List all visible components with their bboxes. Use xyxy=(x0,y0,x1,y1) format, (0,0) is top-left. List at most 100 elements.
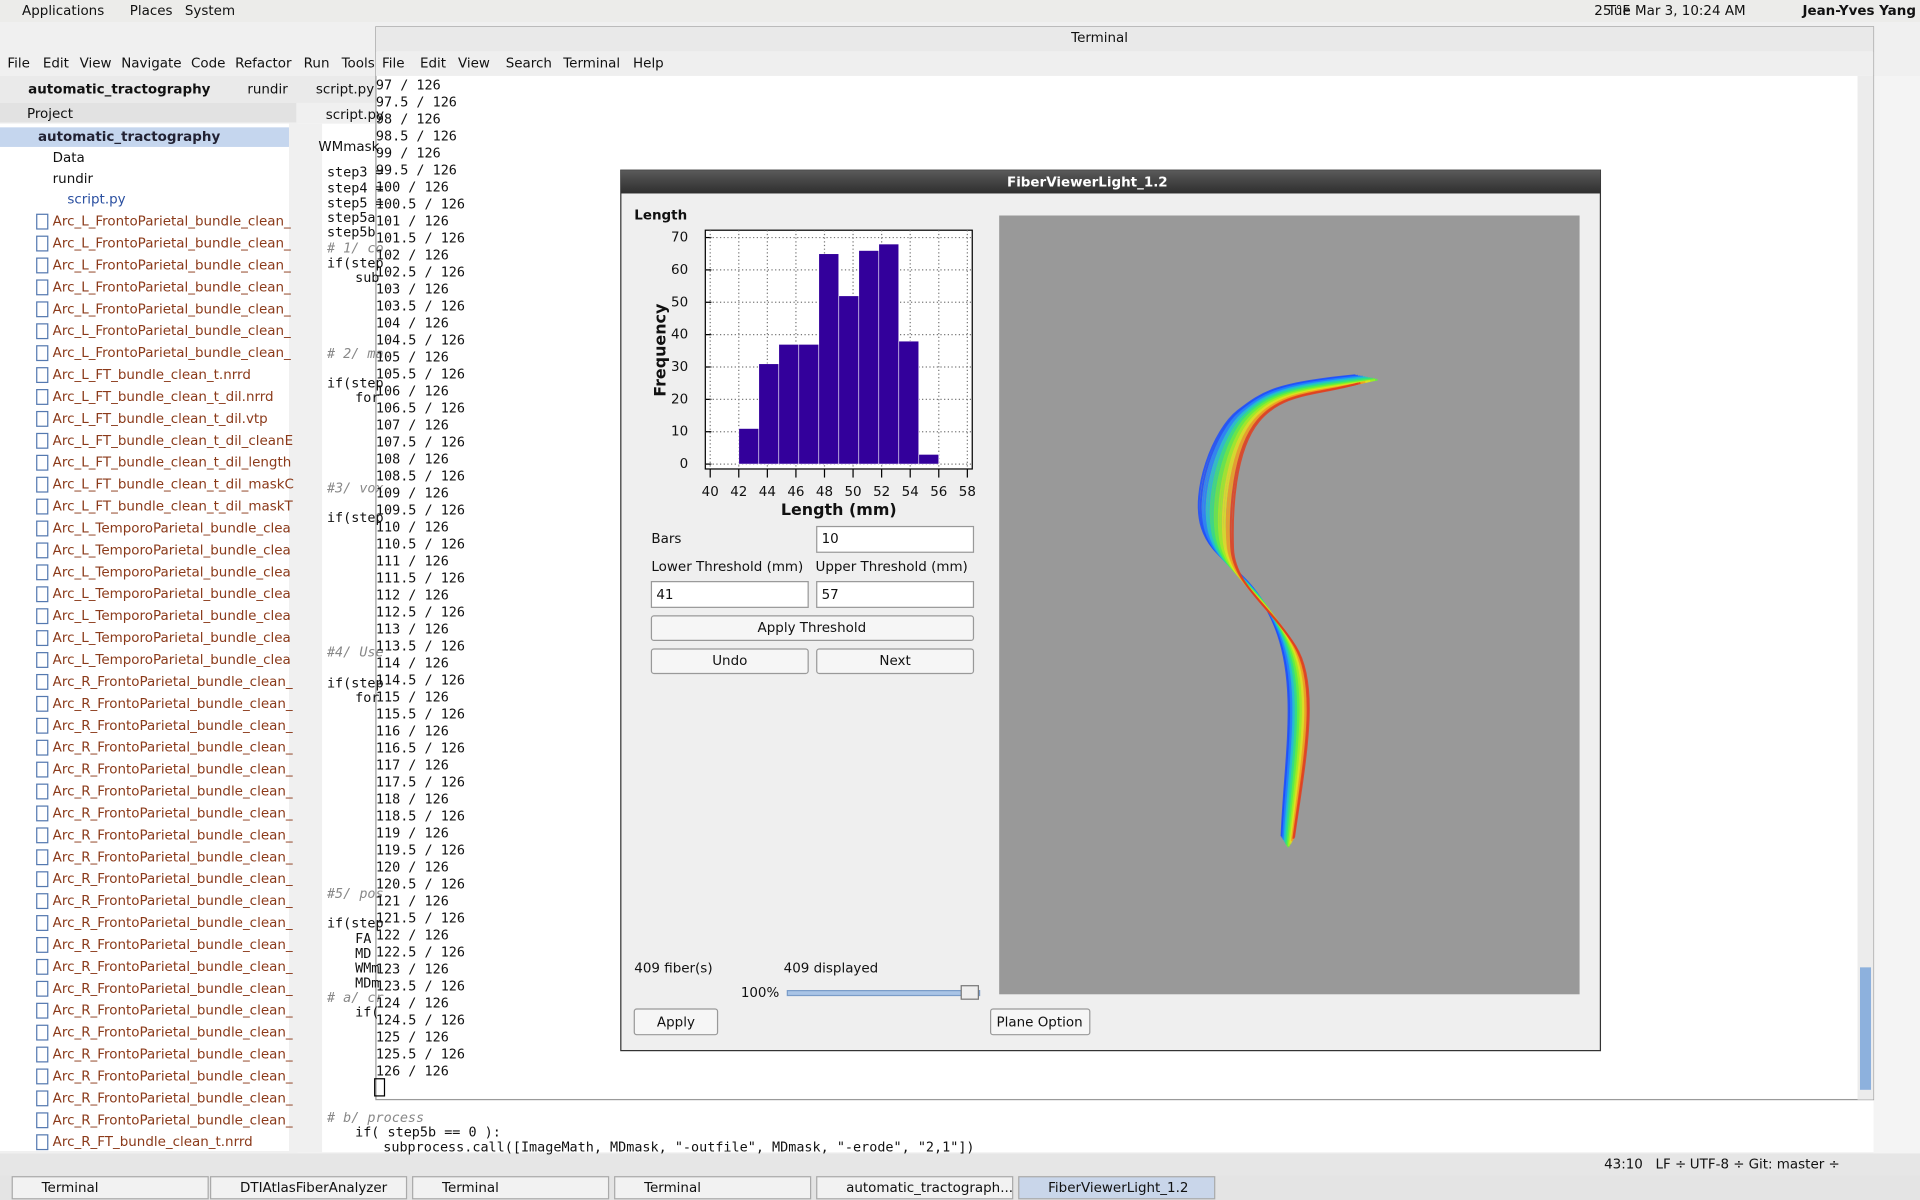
button-label[interactable]: Plane Option xyxy=(997,1015,1083,1030)
ide-menu[interactable]: File xyxy=(7,57,30,72)
file-item[interactable]: Arc_R_FrontoParietal_bundle_clean_ xyxy=(53,850,293,865)
ide-menu[interactable]: Refactor xyxy=(235,57,292,72)
file-item[interactable]: Arc_R_FrontoParietal_bundle_clean_ xyxy=(53,960,293,975)
terminal-menu[interactable]: File xyxy=(382,57,405,72)
file-item[interactable]: Arc_R_FrontoParietal_bundle_clean_ xyxy=(53,828,293,843)
file-item[interactable]: Arc_L_FrontoParietal_bundle_clean_ xyxy=(53,280,291,295)
y-tick-label: 30 xyxy=(671,360,688,375)
breadcrumb[interactable]: script.py xyxy=(316,82,374,97)
slider-handle[interactable] xyxy=(960,985,979,1000)
file-item[interactable]: Arc_L_TemporoParietal_bundle_clea xyxy=(53,565,291,580)
file-item[interactable]: Arc_L_TemporoParietal_bundle_clea xyxy=(53,653,291,668)
file-item[interactable]: Arc_R_FrontoParietal_bundle_clean_ xyxy=(53,938,293,953)
breadcrumb[interactable]: automatic_tractography xyxy=(28,82,211,97)
apply-button[interactable] xyxy=(633,1008,719,1036)
file-item[interactable]: Arc_R_FrontoParietal_bundle_clean_ xyxy=(53,982,293,997)
status-item[interactable]: Git: master ÷ xyxy=(1749,1157,1840,1172)
panel-menu[interactable]: Places xyxy=(130,4,173,19)
file-item[interactable]: Arc_R_FrontoParietal_bundle_clean_ xyxy=(53,1048,293,1063)
tree-item[interactable]: script.py xyxy=(67,193,125,208)
file-item[interactable]: Arc_R_FrontoParietal_bundle_clean_ xyxy=(53,697,293,712)
terminal-menu[interactable]: Terminal xyxy=(562,57,620,72)
file-item[interactable]: Arc_L_FrontoParietal_bundle_clean_ xyxy=(53,215,291,230)
plane-option-button[interactable] xyxy=(990,1008,1091,1036)
file-item[interactable]: Arc_R_FrontoParietal_bundle_clean_ xyxy=(53,894,293,909)
file-item[interactable]: Arc_R_FrontoParietal_bundle_clean_ xyxy=(53,916,293,931)
panel-menu[interactable]: Applications xyxy=(22,4,104,19)
opacity-slider[interactable] xyxy=(786,990,981,997)
file-item[interactable]: Arc_L_FT_bundle_clean_t.nrrd xyxy=(53,368,251,383)
task-button[interactable] xyxy=(816,1176,1014,1200)
task-label[interactable]: Terminal xyxy=(643,1181,701,1196)
ide-menu[interactable]: View xyxy=(80,57,112,72)
file-item[interactable]: Arc_L_FT_bundle_clean_t_dil.vtp xyxy=(53,412,268,427)
file-item[interactable]: Arc_L_TemporoParietal_bundle_clea xyxy=(53,543,291,558)
lower-spinbox[interactable] xyxy=(650,581,809,608)
task-button[interactable] xyxy=(614,1176,812,1200)
file-item[interactable]: Arc_R_FrontoParietal_bundle_clean_ xyxy=(53,1026,293,1041)
file-item[interactable]: Arc_L_FrontoParietal_bundle_clean_ xyxy=(53,237,291,252)
file-item[interactable]: Arc_R_FrontoParietal_bundle_clean_ xyxy=(53,741,293,756)
task-label[interactable]: DTIAtlasFiberAnalyzer xyxy=(240,1181,388,1196)
button-label[interactable]: Apply xyxy=(657,1015,695,1030)
fiber xyxy=(1231,382,1359,838)
tree-item[interactable]: rundir xyxy=(53,172,94,187)
file-item[interactable]: Arc_L_FT_bundle_clean_t_dil_length xyxy=(53,456,292,471)
ide-menu[interactable]: Edit xyxy=(43,57,69,72)
file-item[interactable]: Arc_R_FrontoParietal_bundle_clean_ xyxy=(53,1113,293,1128)
file-item[interactable]: Arc_L_FT_bundle_clean_t_dil_cleanE xyxy=(53,434,293,449)
next-button[interactable] xyxy=(816,648,975,675)
file-item[interactable]: Arc_L_FrontoParietal_bundle_clean_ xyxy=(53,324,291,339)
task-label[interactable]: FiberViewerLight_1.2 xyxy=(1048,1181,1188,1196)
file-item[interactable]: Arc_L_FT_bundle_clean_t_dil_maskC xyxy=(53,478,294,493)
task-button[interactable] xyxy=(209,1176,408,1200)
task-button[interactable] xyxy=(11,1176,209,1200)
apply-threshold-button[interactable] xyxy=(650,615,975,642)
task-button[interactable] xyxy=(412,1176,610,1200)
task-label[interactable]: Terminal xyxy=(441,1181,499,1196)
terminal-menu[interactable]: View xyxy=(458,57,490,72)
ide-menu[interactable]: Navigate xyxy=(121,57,181,72)
ide-menu[interactable]: Run xyxy=(304,57,330,72)
file-item[interactable]: Arc_L_TemporoParietal_bundle_clea xyxy=(53,609,291,624)
file-item[interactable]: Arc_R_FrontoParietal_bundle_clean_ xyxy=(53,806,293,821)
bars-spinbox[interactable] xyxy=(816,525,975,553)
upper-spinbox[interactable] xyxy=(816,581,975,608)
file-item[interactable]: Arc_R_FrontoParietal_bundle_clean_ xyxy=(53,1091,293,1106)
file-item[interactable]: Arc_L_TemporoParietal_bundle_clea xyxy=(53,631,291,646)
ide-menu[interactable]: Tools xyxy=(341,57,375,72)
file-item[interactable]: Arc_L_FrontoParietal_bundle_clean_ xyxy=(53,346,291,361)
status-item[interactable]: UTF-8 ÷ xyxy=(1690,1157,1745,1172)
ide-menu[interactable]: Code xyxy=(191,57,225,72)
file-item[interactable]: Arc_R_FrontoParietal_bundle_clean_ xyxy=(53,675,293,690)
undo-button[interactable] xyxy=(650,648,809,675)
file-item[interactable]: Arc_R_FrontoParietal_bundle_clean_ xyxy=(53,719,293,734)
file-item[interactable]: Arc_R_FrontoParietal_bundle_clean_ xyxy=(53,785,293,800)
terminal-menu[interactable]: Edit xyxy=(420,57,446,72)
editor-tab[interactable]: script.py xyxy=(326,108,384,123)
file-item[interactable]: Arc_R_FrontoParietal_bundle_clean_ xyxy=(53,763,293,778)
panel-menu[interactable]: System xyxy=(185,4,235,19)
terminal-menu[interactable]: Help xyxy=(633,57,664,72)
task-button[interactable] xyxy=(1018,1176,1216,1200)
tree-root[interactable]: automatic_tractography xyxy=(38,130,221,145)
tree-item[interactable]: Data xyxy=(53,151,85,166)
file-item[interactable]: Arc_R_FrontoParietal_bundle_clean_ xyxy=(53,1004,293,1019)
file-item[interactable]: Arc_L_FT_bundle_clean_t_dil.nrrd xyxy=(53,390,274,405)
file-item[interactable]: Arc_L_TemporoParietal_bundle_clea xyxy=(53,587,291,602)
terminal-menu[interactable]: Search xyxy=(506,57,552,72)
task-label[interactable]: automatic_tractograph... xyxy=(846,1181,1013,1196)
button-label[interactable]: Apply Threshold xyxy=(758,621,867,636)
task-label[interactable]: Terminal xyxy=(41,1181,99,1196)
file-item[interactable]: Arc_L_FrontoParietal_bundle_clean_ xyxy=(53,302,291,317)
file-item[interactable]: Arc_R_FrontoParietal_bundle_clean_ xyxy=(53,1069,293,1084)
button-label[interactable]: Undo xyxy=(712,654,747,669)
file-item[interactable]: Arc_R_FrontoParietal_bundle_clean_ xyxy=(53,872,293,887)
file-item[interactable]: Arc_L_FrontoParietal_bundle_clean_ xyxy=(53,258,291,273)
button-label[interactable]: Next xyxy=(879,654,910,669)
status-item[interactable]: LF ÷ xyxy=(1656,1157,1687,1172)
file-item[interactable]: Arc_L_TemporoParietal_bundle_clea xyxy=(53,521,291,536)
file-item[interactable]: Arc_L_FT_bundle_clean_t_dil_maskT xyxy=(53,500,294,515)
file-item[interactable]: Arc_R_FT_bundle_clean_t.nrrd xyxy=(53,1135,253,1150)
breadcrumb[interactable]: rundir xyxy=(247,82,288,97)
